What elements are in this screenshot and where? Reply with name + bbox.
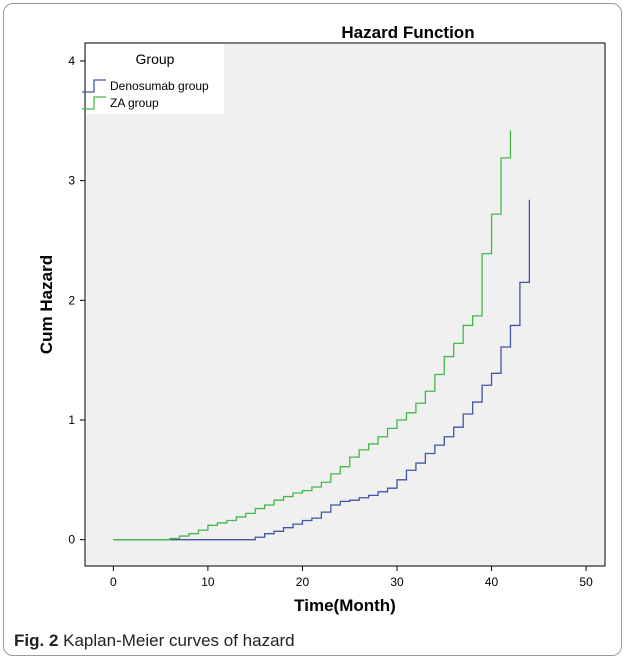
chart-title: Hazard Function [341, 23, 474, 42]
y-tick-label: 3 [68, 174, 75, 188]
x-tick-label: 50 [579, 575, 593, 589]
y-tick-label: 0 [68, 533, 75, 547]
y-axis-label: Cum Hazard [37, 255, 56, 354]
legend-box [86, 44, 224, 114]
series-line-za [113, 130, 512, 541]
legend-swatch-za [82, 96, 106, 110]
legend-label-denosumab: Denosumab group [110, 79, 209, 93]
figure-caption-text: Kaplan-Meier curves of hazard [63, 631, 295, 650]
legend-title: Group [136, 51, 175, 67]
x-axis-label: Time(Month) [294, 596, 396, 615]
series-line-denosumab [113, 199, 531, 541]
y-tick-label: 2 [68, 293, 75, 307]
figure-caption: Fig. 2 Kaplan-Meier curves of hazard [14, 631, 295, 651]
plot-area [84, 42, 606, 567]
legend-swatch-denosumab [82, 79, 106, 93]
x-tick-label: 30 [390, 575, 404, 589]
x-tick-label: 10 [201, 575, 215, 589]
figure-frame [3, 3, 622, 656]
y-tick-label: 1 [68, 413, 75, 427]
x-tick-label: 0 [110, 575, 117, 589]
x-tick-label: 40 [485, 575, 499, 589]
figure-caption-label: Fig. 2 [14, 631, 59, 650]
legend-label-za: ZA group [110, 96, 159, 110]
x-tick-label: 20 [296, 575, 310, 589]
y-tick-label: 4 [68, 54, 75, 68]
